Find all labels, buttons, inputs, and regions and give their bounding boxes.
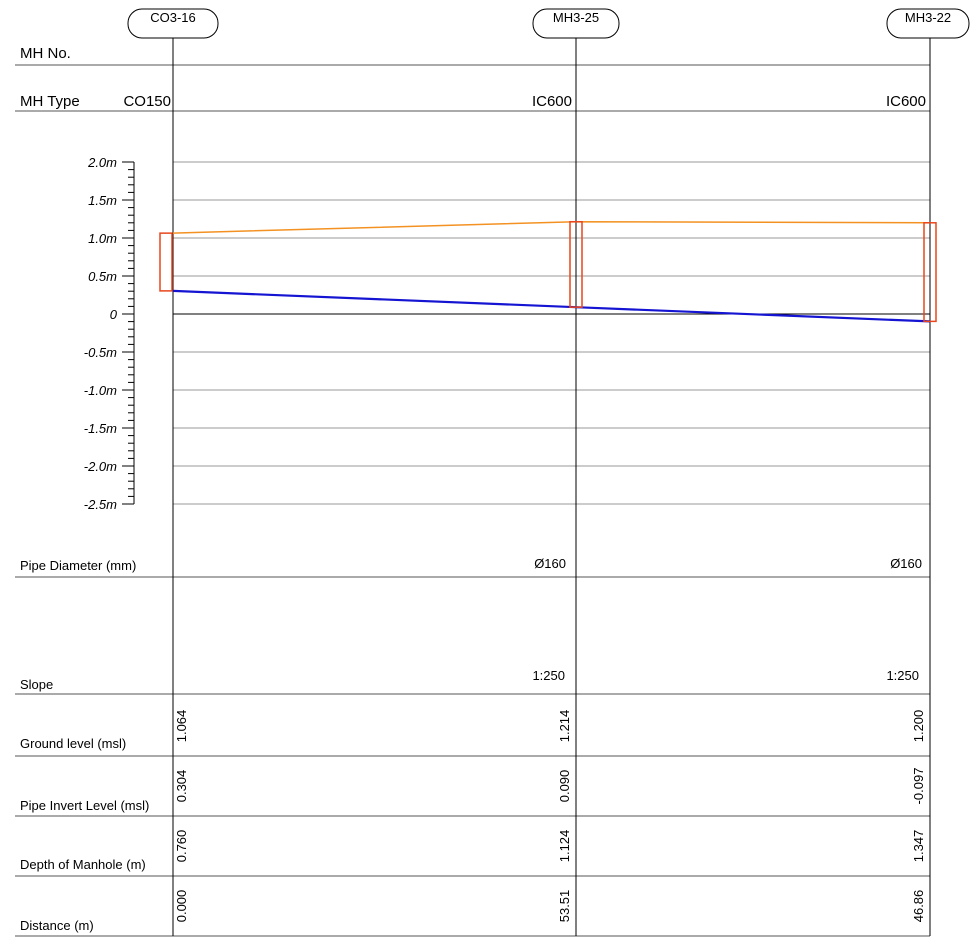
distance-value: 53.51 [557, 890, 572, 923]
distance-value: 46.86 [911, 890, 926, 923]
distance-label: Distance (m) [20, 918, 94, 933]
scale-tick-label: 0.5m [88, 269, 117, 284]
mh-id: CO3-16 [150, 10, 196, 25]
mh-no-label: MH No. [20, 45, 71, 62]
ground-level-line [172, 220, 931, 234]
slope-value: 1:250 [532, 668, 565, 683]
mh-type-label: MH Type [20, 93, 80, 110]
mh-bubble-co3-16: CO3-16 [127, 8, 219, 39]
scale-tick-label: 1.0m [88, 231, 117, 246]
invert-level-label: Pipe Invert Level (msl) [20, 798, 149, 813]
scale-tick-label: 1.5m [88, 193, 117, 208]
ground-level-value: 1.200 [911, 710, 926, 743]
profile-lines [159, 220, 937, 323]
mh-bubble-mh3-25: MH3-25 [532, 8, 620, 39]
invert-level-value: 0.304 [174, 770, 189, 803]
mh-type-value: IC600 [886, 93, 926, 110]
pipe-diameter-label: Pipe Diameter (mm) [20, 558, 136, 573]
slope-label: Slope [20, 677, 53, 692]
depth-label: Depth of Manhole (m) [20, 857, 146, 872]
invert-level-value: 0.090 [557, 770, 572, 803]
scale-tick-label: 2.0m [87, 155, 117, 170]
scale-tick-label: -1.0m [84, 383, 117, 398]
manhole-box-mh3-25 [569, 220, 583, 308]
pipe-diameter-value: Ø160 [534, 556, 566, 571]
grid [173, 161, 930, 505]
ground-level-value: 1.214 [557, 710, 572, 743]
manhole-box-mh3-22 [923, 222, 937, 323]
scale-tick-label: 0 [110, 307, 118, 322]
depth-value: 1.124 [557, 830, 572, 863]
scale-tick-label: -2.5m [84, 497, 117, 512]
scale-tick-label: -0.5m [84, 345, 117, 360]
mh-type-value: IC600 [532, 93, 572, 110]
mh-id: MH3-22 [905, 10, 951, 25]
ground-level-label: Ground level (msl) [20, 736, 126, 751]
invert-level-value: -0.097 [911, 768, 926, 805]
mh-bubble-mh3-22: MH3-22 [886, 8, 970, 39]
manhole-box-co3-16 [159, 232, 173, 292]
mh-type-value: CO150 [123, 93, 171, 110]
ground-level-value: 1.064 [174, 710, 189, 743]
distance-value: 0.000 [174, 890, 189, 923]
slope-value: 1:250 [886, 668, 919, 683]
scale-tick-label: -2.0m [84, 459, 117, 474]
depth-value: 1.347 [911, 830, 926, 863]
elevation-scale: 2.0m 1.5m 1.0m 0.5m 0 -0.5m -1.0m -1.5m -2.0m -2.… [84, 155, 135, 512]
depth-value: 0.760 [174, 830, 189, 863]
pipe-invert-line [172, 289, 931, 323]
pipe-diameter-value: Ø160 [890, 556, 922, 571]
scale-tick-label: -1.5m [84, 421, 117, 436]
mh-id: MH3-25 [553, 10, 599, 25]
